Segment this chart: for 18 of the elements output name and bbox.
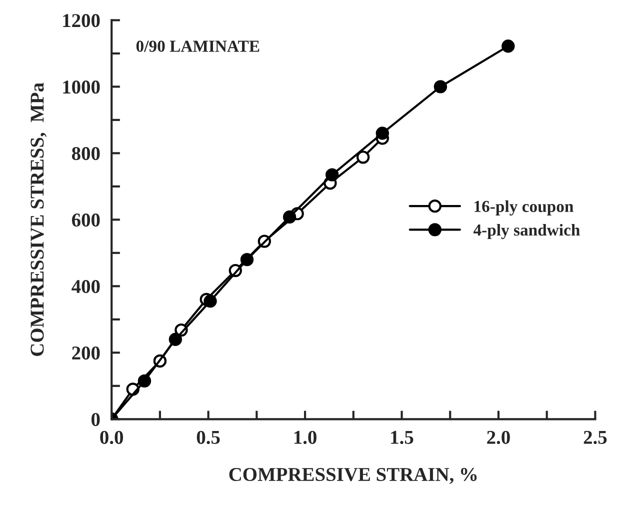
x-tick-label: 1.5 [391,430,414,444]
legend-label: 16-ply coupon [474,200,574,216]
x-tick-label: 1.0 [294,430,316,444]
y-axis-title: COMPRESSIVE STRESS, MPa [30,82,47,356]
annotation: 0/90 LAMINATE [136,40,260,52]
y-tick-label: 1200 [63,14,100,28]
y-tick-label: 200 [72,346,100,360]
y-tick-label: 400 [72,280,100,294]
x-tick-label: 2.5 [584,430,607,444]
x-tick-label: 0.5 [196,430,220,444]
x-axis-title: COMPRESSIVE STRAIN, % [229,468,477,484]
legend-label: 4-ply sandwich [473,224,580,240]
y-tick-label: 0 [92,412,100,426]
y-tick-label: 800 [72,147,100,160]
x-tick-label: 2.0 [487,430,510,444]
y-tick-label: 600 [72,213,100,227]
x-tick-label: 0.0 [100,430,124,444]
y-tick-label: 1000 [63,80,100,94]
